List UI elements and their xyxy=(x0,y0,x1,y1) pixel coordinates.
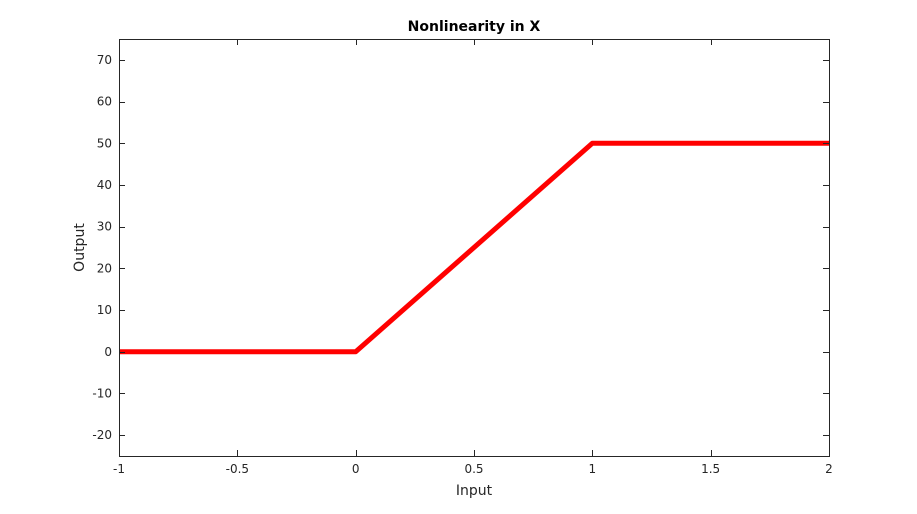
series-line-1 xyxy=(119,140,829,355)
y-tick-label: -10 xyxy=(92,386,112,400)
x-tick-label: 0.5 xyxy=(464,462,483,476)
x-axis-ticks: -1 -0.5 0 0.5 1 1.5 2 xyxy=(113,39,833,476)
y-axis-label: Output xyxy=(72,223,88,272)
y-tick-label: 0 xyxy=(104,345,112,359)
y-tick-label: 30 xyxy=(97,220,112,234)
x-tick-label: 2 xyxy=(825,462,833,476)
y-tick-label: 60 xyxy=(97,95,112,109)
x-tick-label: 0 xyxy=(352,462,360,476)
chart-title: Nonlinearity in X xyxy=(408,19,541,35)
y-tick-label: 50 xyxy=(97,136,112,150)
series-layer xyxy=(119,140,829,355)
y-tick-label: 20 xyxy=(97,261,112,275)
x-tick-label: -0.5 xyxy=(226,462,249,476)
y-axis-ticks: -20 -10 0 10 20 30 40 50 60 70 xyxy=(92,53,829,442)
y-tick-label: -20 xyxy=(92,428,112,442)
x-tick-label: -1 xyxy=(113,462,125,476)
y-tick-label: 10 xyxy=(97,303,112,317)
x-tick-label: 1 xyxy=(589,462,597,476)
x-axis-label: Input xyxy=(456,483,493,499)
y-tick-label: 70 xyxy=(97,53,112,67)
y-tick-label: 40 xyxy=(97,178,112,192)
x-tick-label: 1.5 xyxy=(701,462,720,476)
